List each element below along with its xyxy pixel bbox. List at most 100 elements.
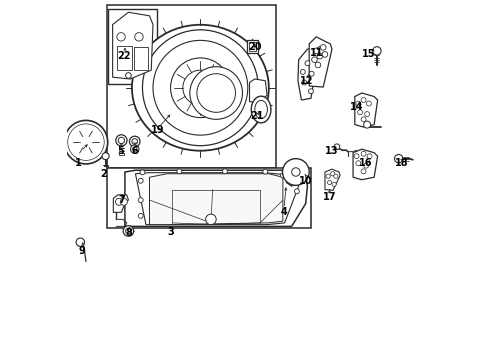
Text: 16: 16 [358, 158, 372, 168]
Polygon shape [297, 47, 318, 100]
Text: 11: 11 [309, 48, 322, 58]
Text: 19: 19 [151, 125, 164, 135]
Circle shape [333, 174, 337, 178]
Circle shape [262, 169, 267, 174]
Circle shape [361, 169, 365, 174]
Circle shape [138, 178, 143, 183]
Ellipse shape [254, 100, 267, 119]
Text: 1: 1 [75, 158, 81, 168]
Text: 7: 7 [119, 195, 125, 205]
Text: 6: 6 [131, 146, 138, 156]
Circle shape [152, 40, 247, 135]
Bar [117, 46, 131, 70]
Circle shape [315, 62, 320, 68]
Text: 21: 21 [249, 111, 263, 121]
Polygon shape [135, 173, 298, 225]
Bar [107, 168, 310, 228]
Bar [249, 42, 256, 51]
Circle shape [73, 129, 99, 155]
Circle shape [170, 58, 230, 118]
Text: 18: 18 [394, 158, 408, 168]
Bar [246, 40, 258, 53]
Text: 4: 4 [280, 207, 287, 217]
Ellipse shape [132, 25, 268, 151]
Circle shape [357, 110, 362, 115]
Polygon shape [324, 169, 339, 190]
Text: 17: 17 [322, 192, 335, 201]
Text: 22: 22 [117, 51, 131, 61]
Circle shape [330, 172, 334, 176]
Circle shape [142, 30, 258, 146]
Circle shape [333, 144, 339, 150]
Circle shape [115, 198, 122, 205]
Circle shape [365, 101, 371, 106]
Circle shape [177, 169, 182, 174]
Text: 8: 8 [125, 229, 132, 238]
Circle shape [189, 67, 242, 119]
Circle shape [332, 182, 335, 186]
Circle shape [304, 61, 309, 66]
Text: 15: 15 [362, 49, 375, 59]
Circle shape [102, 153, 109, 160]
Text: 5: 5 [117, 146, 123, 156]
Circle shape [309, 71, 314, 76]
Polygon shape [352, 149, 377, 180]
Circle shape [130, 145, 139, 153]
Circle shape [294, 189, 299, 194]
Circle shape [363, 121, 370, 128]
Circle shape [132, 147, 136, 151]
Circle shape [355, 101, 360, 106]
Circle shape [182, 70, 217, 105]
Circle shape [79, 136, 92, 148]
Ellipse shape [251, 96, 271, 123]
Bar [108, 9, 156, 84]
Circle shape [355, 161, 360, 166]
Circle shape [308, 89, 313, 94]
Text: 3: 3 [167, 227, 174, 237]
Circle shape [291, 168, 300, 176]
Polygon shape [354, 93, 377, 127]
Bar [134, 47, 148, 70]
Circle shape [311, 57, 317, 62]
Circle shape [366, 154, 371, 159]
Circle shape [116, 135, 127, 146]
Circle shape [135, 33, 143, 41]
Circle shape [192, 80, 208, 95]
Circle shape [205, 214, 216, 225]
Circle shape [132, 139, 137, 144]
Text: 12: 12 [300, 76, 313, 86]
Circle shape [140, 170, 145, 175]
Polygon shape [249, 79, 267, 102]
Circle shape [320, 45, 325, 50]
Circle shape [372, 47, 380, 55]
Circle shape [138, 198, 143, 203]
Polygon shape [149, 174, 282, 225]
Circle shape [125, 228, 131, 234]
Circle shape [69, 125, 103, 159]
Text: 20: 20 [247, 42, 261, 52]
Text: 13: 13 [325, 146, 338, 156]
Circle shape [316, 53, 322, 59]
Circle shape [361, 117, 365, 122]
Circle shape [129, 136, 140, 147]
Circle shape [118, 137, 124, 144]
Circle shape [282, 159, 309, 185]
Circle shape [280, 173, 285, 178]
Circle shape [222, 169, 227, 174]
Bar [119, 153, 123, 155]
Circle shape [125, 73, 131, 78]
Circle shape [321, 52, 327, 57]
Circle shape [197, 74, 235, 112]
Circle shape [361, 151, 365, 156]
Text: 2: 2 [100, 169, 107, 179]
Circle shape [138, 213, 143, 218]
Text: 9: 9 [78, 246, 85, 256]
Polygon shape [113, 195, 128, 212]
Circle shape [300, 69, 305, 74]
Circle shape [325, 174, 330, 178]
Circle shape [120, 198, 127, 205]
Text: 14: 14 [349, 102, 363, 112]
Circle shape [353, 154, 358, 159]
Circle shape [313, 48, 318, 54]
Circle shape [291, 180, 296, 185]
